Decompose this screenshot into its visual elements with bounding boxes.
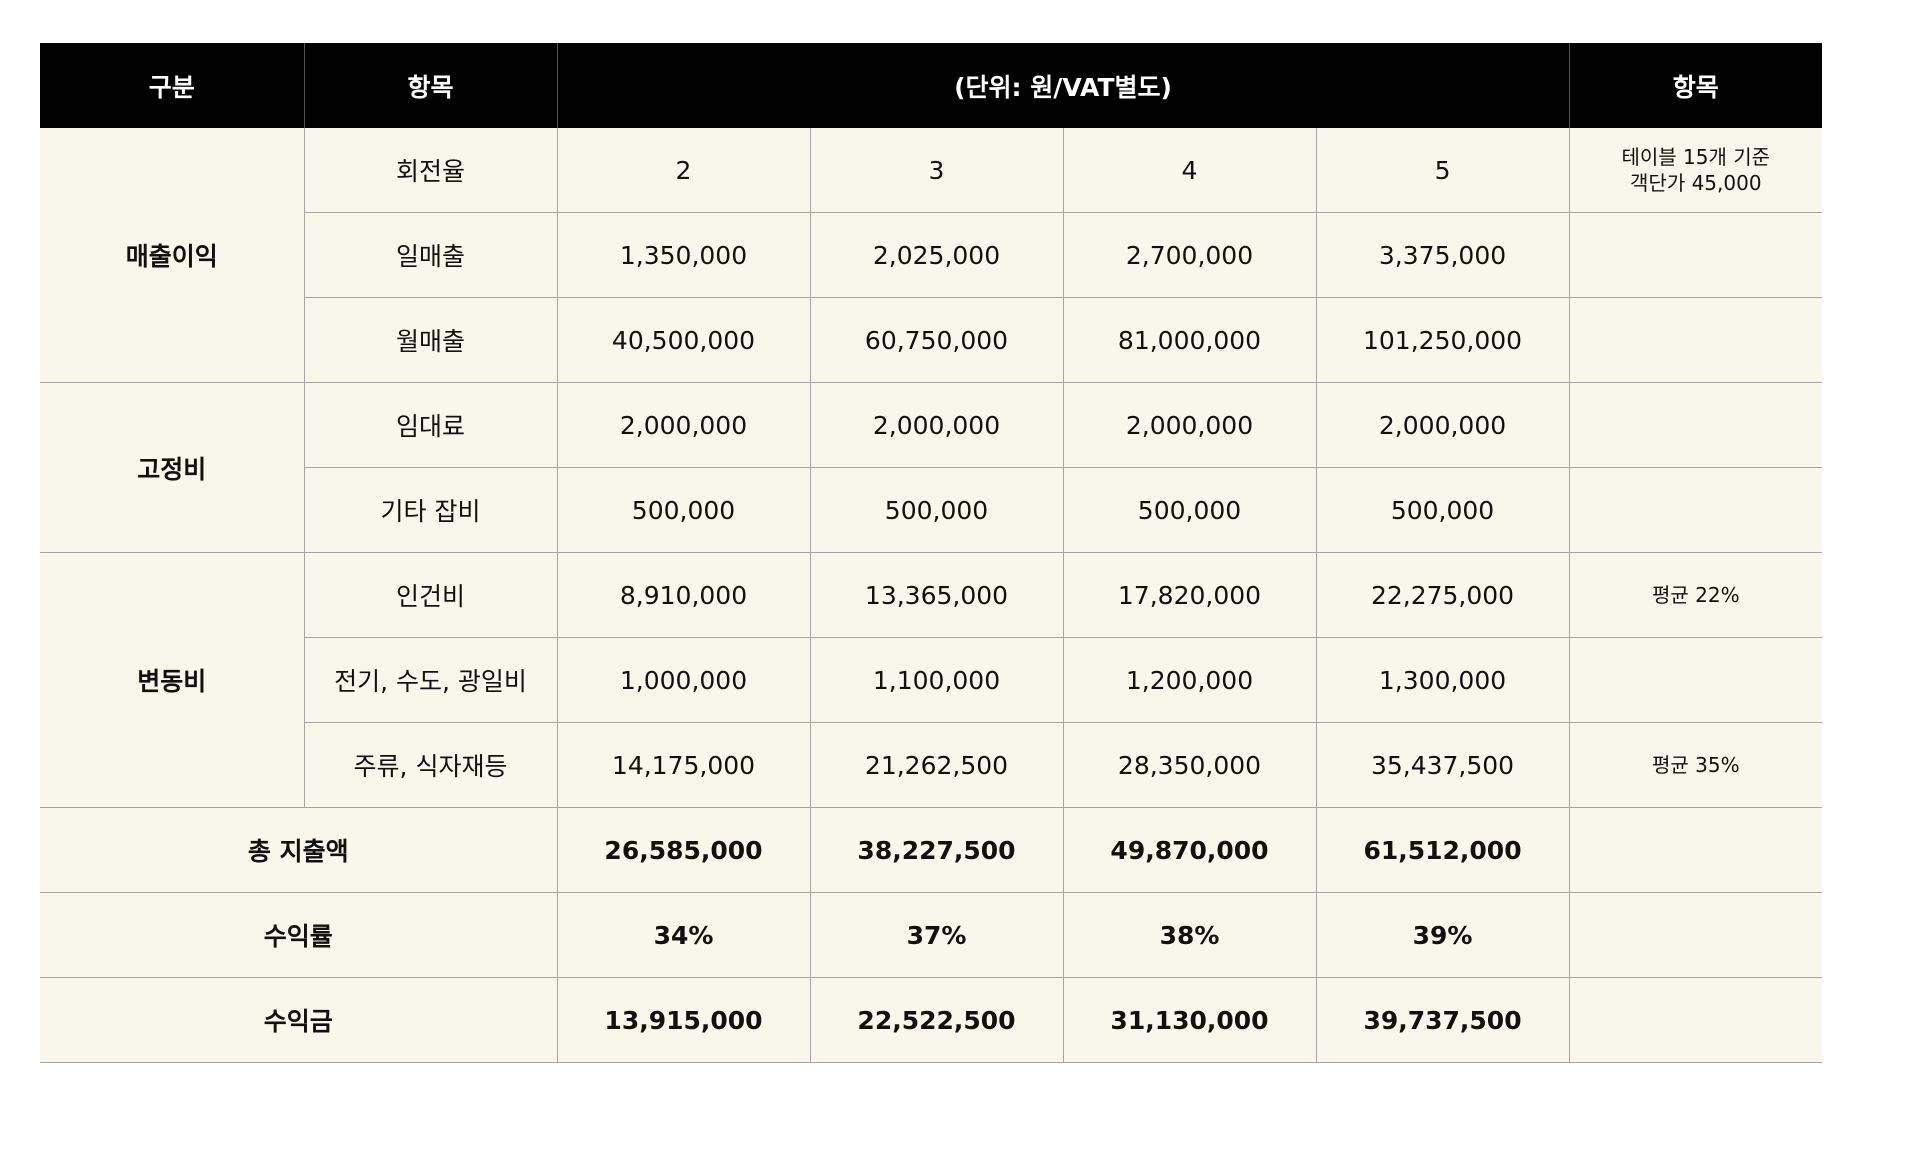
group-fixed: 고정비	[40, 382, 304, 553]
profit-table: 구분 항목 (단위: 원/VAT별도) 항목 매출이익 회전율 2 3 4 5 …	[40, 43, 1823, 1063]
group-variable: 변동비	[40, 552, 304, 808]
value-cell: 22,275,000	[1315, 552, 1570, 638]
table-row-monthly-sales: 월매출 40,500,000 60,750,000 81,000,000 101…	[40, 297, 1823, 383]
value-cell: 38,227,500	[809, 807, 1063, 893]
note-cell	[1568, 467, 1823, 553]
table-row-ingredients: 주류, 식자재등 14,175,000 21,262,500 28,350,00…	[40, 722, 1823, 808]
row-label: 회전율	[303, 128, 557, 213]
value-cell: 1,100,000	[809, 637, 1063, 723]
table-row-daily-sales: 일매출 1,350,000 2,025,000 2,700,000 3,375,…	[40, 212, 1823, 298]
value-cell: 28,350,000	[1062, 722, 1316, 808]
note-cell	[1568, 382, 1823, 468]
note-cell: 평균 35%	[1568, 722, 1823, 808]
value-cell: 60,750,000	[809, 297, 1063, 383]
row-label: 월매출	[303, 297, 557, 383]
value-cell: 4	[1062, 128, 1316, 213]
value-cell: 37%	[809, 892, 1063, 978]
summary-label: 총 지출액	[40, 807, 557, 893]
group-sales: 매출이익	[40, 128, 304, 383]
table-row-turnover: 매출이익 회전율 2 3 4 5 테이블 15개 기준 객단가 45,000	[40, 128, 1823, 383]
value-cell: 2,000,000	[1062, 382, 1316, 468]
header-row: 구분 항목 (단위: 원/VAT별도) 항목	[40, 43, 1823, 128]
note-cell	[1568, 807, 1823, 893]
value-cell: 14,175,000	[556, 722, 810, 808]
header-item: 항목	[303, 43, 557, 128]
value-cell: 40,500,000	[556, 297, 810, 383]
table-row-labor: 변동비 인건비 8,910,000 13,365,000 17,820,000 …	[40, 552, 1823, 808]
value-cell: 13,365,000	[809, 552, 1063, 638]
value-cell: 500,000	[809, 467, 1063, 553]
value-cell: 1,000,000	[556, 637, 810, 723]
value-cell: 21,262,500	[809, 722, 1063, 808]
row-label: 일매출	[303, 212, 557, 298]
profit-table-container: 구분 항목 (단위: 원/VAT별도) 항목 매출이익 회전율 2 3 4 5 …	[40, 43, 1823, 1063]
value-cell: 31,130,000	[1062, 977, 1316, 1063]
value-cell: 101,250,000	[1315, 297, 1570, 383]
value-cell: 1,350,000	[556, 212, 810, 298]
row-label: 임대료	[303, 382, 557, 468]
header-unit: (단위: 원/VAT별도)	[556, 43, 1570, 128]
note-cell: 테이블 15개 기준 객단가 45,000	[1568, 128, 1823, 213]
value-cell: 2,000,000	[1315, 382, 1570, 468]
note-cell	[1568, 637, 1823, 723]
value-cell: 49,870,000	[1062, 807, 1316, 893]
table-row-misc: 기타 잡비 500,000 500,000 500,000 500,000	[40, 467, 1823, 553]
table-row-profit: 수익금 13,915,000 22,522,500 31,130,000 39,…	[40, 977, 1823, 1063]
value-cell: 5	[1315, 128, 1570, 213]
value-cell: 500,000	[1062, 467, 1316, 553]
table-row-utilities: 전기, 수도, 광일비 1,000,000 1,100,000 1,200,00…	[40, 637, 1823, 723]
value-cell: 39,737,500	[1315, 977, 1570, 1063]
row-label: 주류, 식자재등	[303, 722, 557, 808]
value-cell: 22,522,500	[809, 977, 1063, 1063]
table-row-margin: 수익률 34% 37% 38% 39%	[40, 892, 1823, 978]
value-cell: 61,512,000	[1315, 807, 1570, 893]
value-cell: 2	[556, 128, 810, 213]
value-cell: 35,437,500	[1315, 722, 1570, 808]
row-label: 전기, 수도, 광일비	[303, 637, 557, 723]
value-cell: 2,000,000	[809, 382, 1063, 468]
value-cell: 34%	[556, 892, 810, 978]
value-cell: 500,000	[1315, 467, 1570, 553]
value-cell: 500,000	[556, 467, 810, 553]
header-category: 구분	[40, 43, 304, 128]
value-cell: 2,025,000	[809, 212, 1063, 298]
note-cell	[1568, 977, 1823, 1063]
value-cell: 13,915,000	[556, 977, 810, 1063]
row-label: 인건비	[303, 552, 557, 638]
note-cell	[1568, 212, 1823, 298]
value-cell: 2,700,000	[1062, 212, 1316, 298]
note-line: 테이블 15개 기준	[1621, 145, 1771, 169]
value-cell: 17,820,000	[1062, 552, 1316, 638]
summary-label: 수익률	[40, 892, 557, 978]
value-cell: 26,585,000	[556, 807, 810, 893]
value-cell: 8,910,000	[556, 552, 810, 638]
row-label: 기타 잡비	[303, 467, 557, 553]
note-cell	[1568, 892, 1823, 978]
value-cell: 1,300,000	[1315, 637, 1570, 723]
value-cell: 81,000,000	[1062, 297, 1316, 383]
header-note: 항목	[1568, 43, 1823, 128]
value-cell: 1,200,000	[1062, 637, 1316, 723]
note-cell: 평균 22%	[1568, 552, 1823, 638]
table-row-rent: 고정비 임대료 2,000,000 2,000,000 2,000,000 2,…	[40, 382, 1823, 553]
note-cell	[1568, 297, 1823, 383]
value-cell: 2,000,000	[556, 382, 810, 468]
value-cell: 3,375,000	[1315, 212, 1570, 298]
note-line: 객단가 45,000	[1630, 171, 1762, 195]
value-cell: 38%	[1062, 892, 1316, 978]
value-cell: 39%	[1315, 892, 1570, 978]
value-cell: 3	[809, 128, 1063, 213]
summary-label: 수익금	[40, 977, 557, 1063]
table-row-total-expense: 총 지출액 26,585,000 38,227,500 49,870,000 6…	[40, 807, 1823, 893]
